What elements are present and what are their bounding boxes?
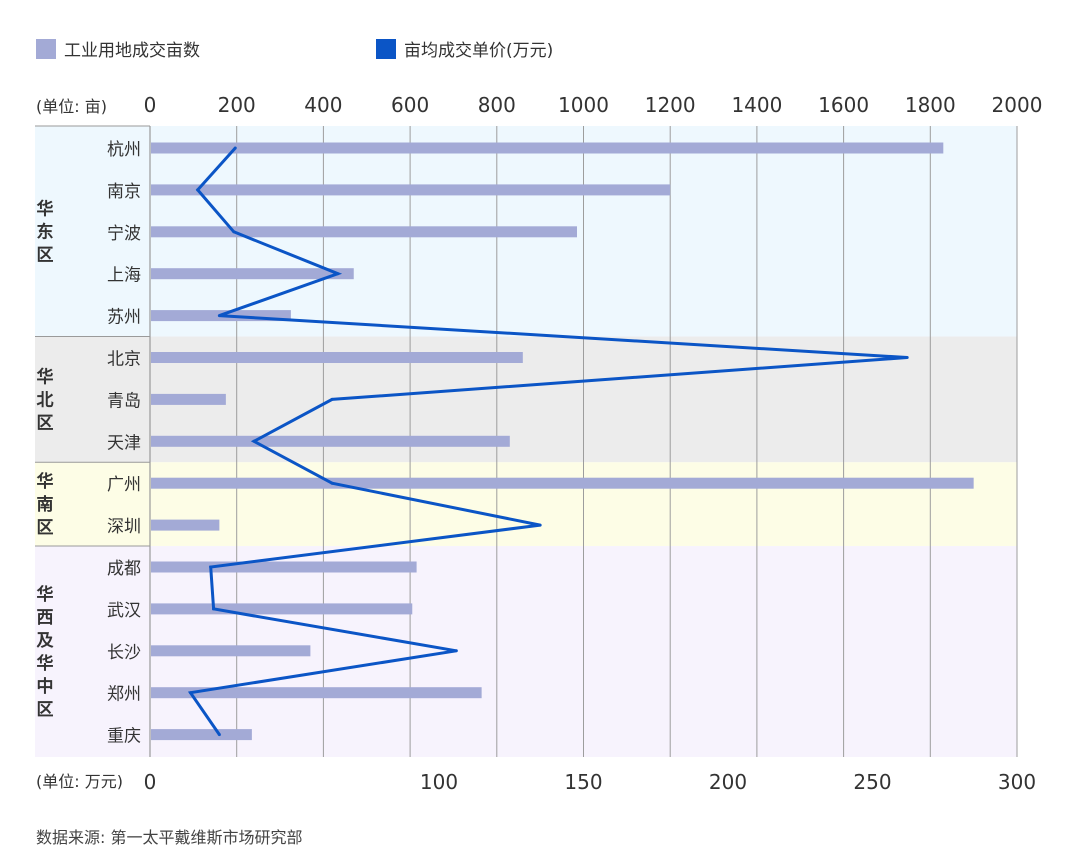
line-point bbox=[232, 230, 236, 234]
region-band bbox=[35, 462, 1017, 547]
line-point bbox=[188, 691, 192, 695]
category-label: 上海 bbox=[107, 266, 141, 286]
legend-swatch-bar bbox=[36, 38, 56, 59]
bar bbox=[151, 477, 974, 489]
line-point bbox=[538, 523, 542, 527]
category-label: 宁波 bbox=[107, 224, 141, 244]
bar bbox=[151, 435, 510, 447]
category-label: 成都 bbox=[107, 559, 141, 579]
legend-swatch-line bbox=[376, 38, 396, 59]
bottom-axis-unit: (单位: 万元) bbox=[36, 772, 123, 791]
bottom-tick-label: 300 bbox=[998, 770, 1036, 794]
bar bbox=[151, 142, 944, 154]
bar bbox=[151, 729, 252, 741]
top-tick-label: 1600 bbox=[818, 93, 869, 117]
bar bbox=[151, 687, 482, 699]
region-label: 华北区 bbox=[37, 366, 54, 433]
line-point bbox=[252, 439, 256, 443]
bottom-tick-label: 0 bbox=[144, 770, 157, 794]
region-label: 华东区 bbox=[37, 198, 54, 265]
legend-label-bar: 工业用地成交亩数 bbox=[64, 41, 200, 61]
category-label: 广州 bbox=[107, 475, 141, 495]
bar bbox=[151, 603, 413, 615]
line-point bbox=[336, 272, 340, 276]
bar bbox=[151, 268, 354, 280]
top-tick-label: 0 bbox=[144, 93, 157, 117]
bar bbox=[151, 352, 523, 363]
line-point bbox=[454, 649, 458, 653]
bar bbox=[151, 519, 220, 531]
line-point bbox=[217, 733, 221, 737]
category-label: 郑州 bbox=[107, 685, 141, 705]
top-tick-label: 200 bbox=[218, 93, 256, 117]
category-label: 天津 bbox=[107, 433, 141, 453]
region-label: 华南区 bbox=[37, 471, 54, 538]
bar bbox=[151, 561, 417, 573]
bar bbox=[151, 645, 311, 657]
category-label: 武汉 bbox=[107, 601, 141, 621]
legend-item-bar[interactable]: 工业用地成交亩数 bbox=[36, 36, 200, 61]
category-label: 苏州 bbox=[107, 308, 141, 328]
line-point bbox=[196, 188, 200, 192]
bottom-tick-label: 150 bbox=[564, 770, 602, 794]
line-point bbox=[212, 607, 216, 611]
top-tick-label: 1000 bbox=[558, 93, 609, 117]
top-tick-label: 1200 bbox=[645, 93, 696, 117]
top-tick-label: 2000 bbox=[992, 93, 1043, 117]
line-point bbox=[217, 314, 221, 318]
category-label: 青岛 bbox=[107, 391, 141, 411]
bottom-tick-label: 100 bbox=[420, 770, 458, 794]
legend-item-line[interactable]: 亩均成交单价(万元) bbox=[376, 36, 553, 61]
line-point bbox=[209, 565, 213, 569]
bar bbox=[151, 184, 671, 196]
line-point bbox=[330, 481, 334, 485]
category-label: 长沙 bbox=[107, 643, 141, 663]
legend-label-line: 亩均成交单价(万元) bbox=[404, 41, 554, 61]
category-label: 南京 bbox=[107, 182, 141, 202]
bottom-tick-label: 200 bbox=[709, 770, 747, 794]
category-label: 杭州 bbox=[107, 140, 141, 160]
top-tick-label: 1400 bbox=[731, 93, 782, 117]
source-note: 数据来源: 第一太平戴维斯市场研究部 bbox=[36, 828, 303, 847]
top-tick-label: 400 bbox=[304, 93, 342, 117]
category-label: 北京 bbox=[107, 350, 141, 370]
bar bbox=[151, 393, 226, 405]
top-tick-label: 600 bbox=[391, 93, 429, 117]
line-point bbox=[330, 397, 334, 401]
region-label: 华西及华中区 bbox=[37, 584, 55, 720]
line-point bbox=[905, 356, 909, 359]
category-label: 深圳 bbox=[107, 517, 141, 537]
category-label: 重庆 bbox=[107, 727, 141, 747]
bottom-tick-label: 250 bbox=[853, 770, 891, 794]
line-point bbox=[233, 146, 237, 150]
bar bbox=[151, 226, 577, 238]
top-tick-label: 800 bbox=[478, 93, 516, 117]
top-axis-unit: (单位: 亩) bbox=[36, 97, 107, 116]
top-tick-label: 1800 bbox=[905, 93, 956, 117]
